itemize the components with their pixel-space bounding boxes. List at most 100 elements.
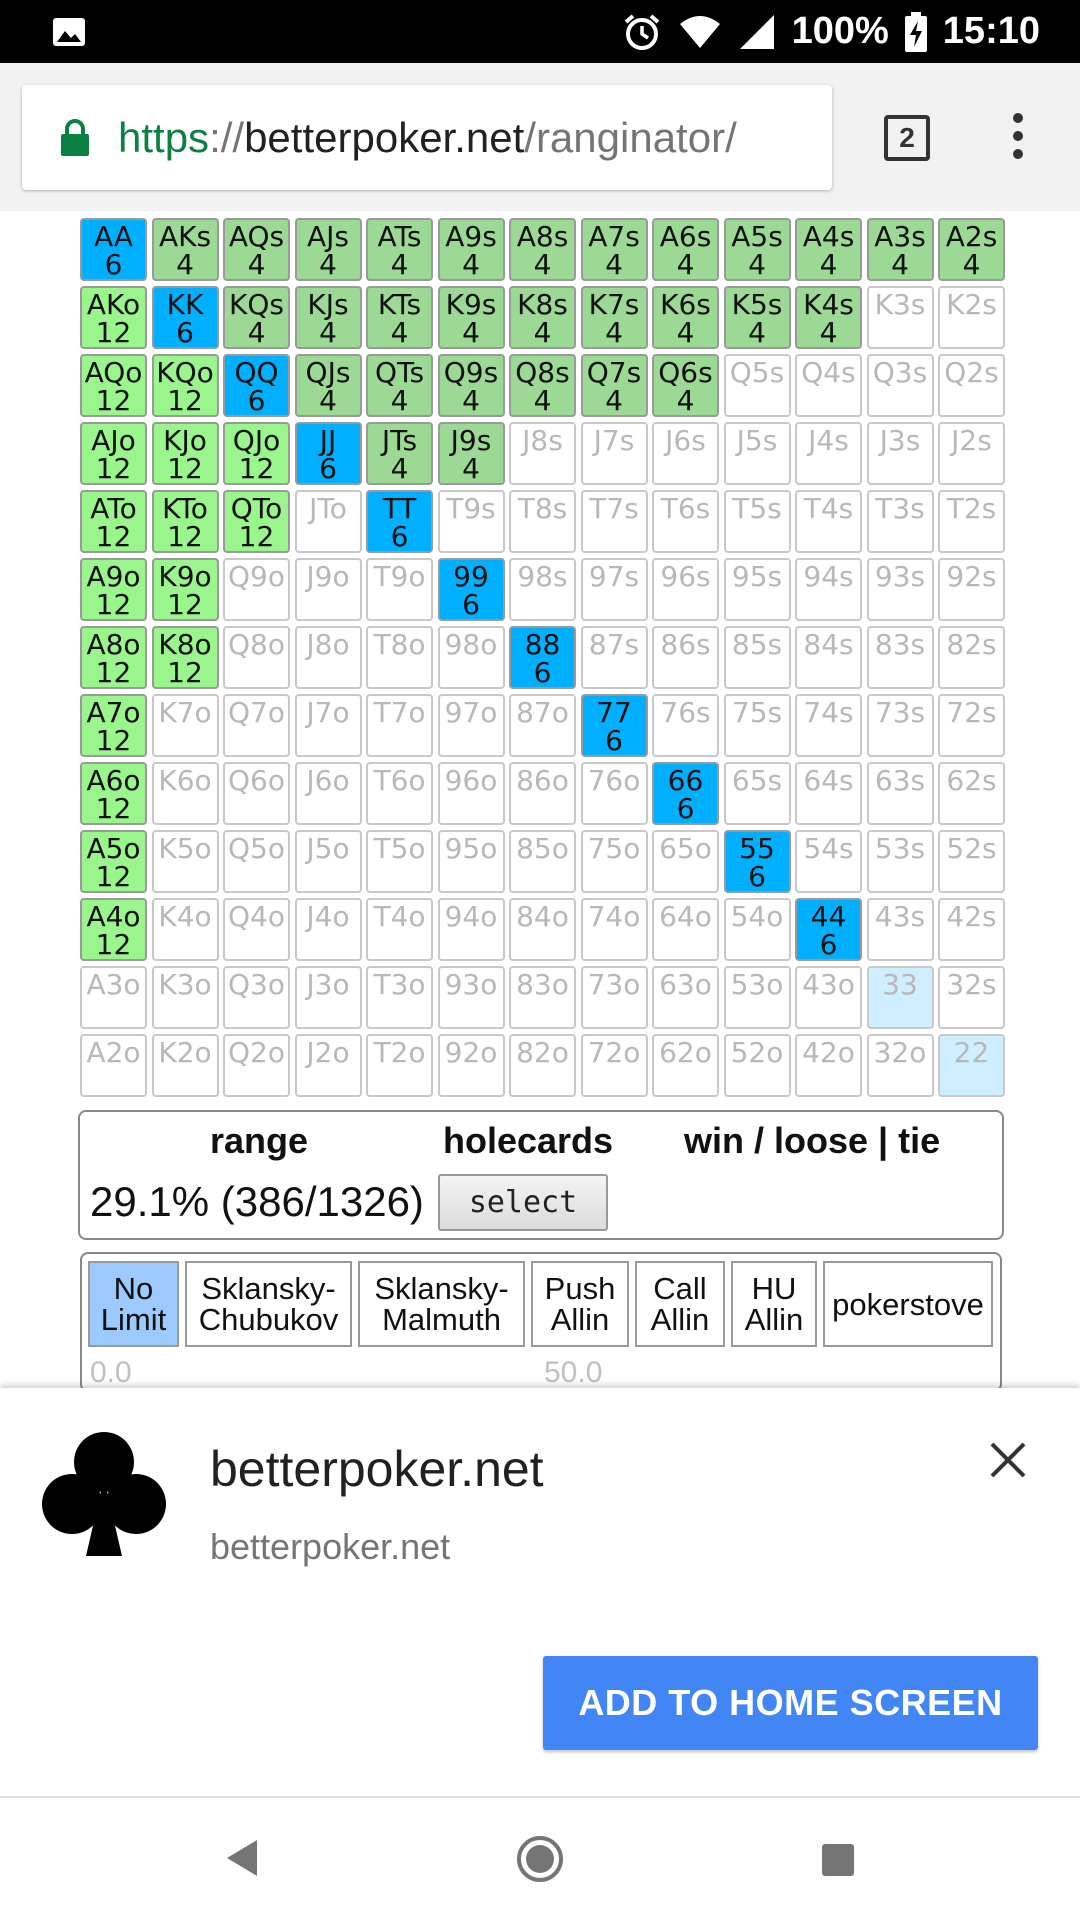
hand-cell-ajs[interactable]: AJs 4 bbox=[294, 218, 362, 281]
hand-cell-73o[interactable]: 73o bbox=[580, 966, 648, 1029]
hand-cell-53o[interactable]: 53o bbox=[723, 966, 791, 1029]
hand-cell-jts[interactable]: JTs 4 bbox=[366, 422, 433, 485]
hand-cell-95s[interactable]: 95s bbox=[723, 558, 791, 621]
hand-cell-k2s[interactable]: K2s bbox=[938, 286, 1005, 349]
hand-cell-t9s[interactable]: T9s bbox=[437, 490, 505, 553]
hand-cell-k8s[interactable]: K8s 4 bbox=[509, 286, 576, 349]
hand-cell-66[interactable]: 66 6 bbox=[652, 762, 719, 825]
mode-call-allin-button[interactable]: Call Allin bbox=[635, 1261, 725, 1347]
hand-cell-84s[interactable]: 84s bbox=[795, 626, 862, 689]
hand-cell-96o[interactable]: 96o bbox=[437, 762, 505, 825]
hand-cell-k4s[interactable]: K4s 4 bbox=[795, 286, 862, 349]
hand-cell-q5s[interactable]: Q5s bbox=[723, 354, 791, 417]
hand-cell-k7s[interactable]: K7s 4 bbox=[580, 286, 648, 349]
hand-cell-a9o[interactable]: A9o 12 bbox=[80, 558, 147, 621]
hand-cell-ato[interactable]: ATo 12 bbox=[80, 490, 147, 553]
hand-cell-42s[interactable]: 42s bbox=[938, 898, 1005, 961]
hand-cell-96s[interactable]: 96s bbox=[652, 558, 719, 621]
tab-switcher-button[interactable]: 2 bbox=[884, 115, 930, 161]
hand-cell-q4o[interactable]: Q4o bbox=[223, 898, 290, 961]
hand-cell-a9s[interactable]: A9s 4 bbox=[437, 218, 505, 281]
hand-cell-q9s[interactable]: Q9s 4 bbox=[437, 354, 505, 417]
hand-cell-52o[interactable]: 52o bbox=[723, 1034, 791, 1097]
hand-cell-q6s[interactable]: Q6s 4 bbox=[652, 354, 719, 417]
hand-cell-k5o[interactable]: K5o bbox=[151, 830, 219, 893]
hand-cell-k2o[interactable]: K2o bbox=[151, 1034, 219, 1097]
hand-cell-76o[interactable]: 76o bbox=[580, 762, 648, 825]
hand-cell-97s[interactable]: 97s bbox=[580, 558, 648, 621]
hand-cell-t3o[interactable]: T3o bbox=[366, 966, 433, 1029]
hand-cell-k9s[interactable]: K9s 4 bbox=[437, 286, 505, 349]
hand-cell-82o[interactable]: 82o bbox=[509, 1034, 576, 1097]
recent-apps-icon[interactable] bbox=[822, 1844, 854, 1876]
hand-cell-94o[interactable]: 94o bbox=[437, 898, 505, 961]
hand-cell-k3s[interactable]: K3s bbox=[866, 286, 934, 349]
hand-cell-62s[interactable]: 62s bbox=[938, 762, 1005, 825]
hand-cell-t5o[interactable]: T5o bbox=[366, 830, 433, 893]
hand-cell-43o[interactable]: 43o bbox=[795, 966, 862, 1029]
hand-cell-j7s[interactable]: J7s bbox=[580, 422, 648, 485]
hand-cell-kk[interactable]: KK 6 bbox=[151, 286, 219, 349]
hand-cell-k4o[interactable]: K4o bbox=[151, 898, 219, 961]
hand-cell-83o[interactable]: 83o bbox=[509, 966, 576, 1029]
hand-cell-j2o[interactable]: J2o bbox=[294, 1034, 362, 1097]
hand-cell-t8o[interactable]: T8o bbox=[366, 626, 433, 689]
hand-cell-ajo[interactable]: AJo 12 bbox=[80, 422, 147, 485]
hand-cell-j4o[interactable]: J4o bbox=[294, 898, 362, 961]
hand-cell-k5s[interactable]: K5s 4 bbox=[723, 286, 791, 349]
hand-cell-q2o[interactable]: Q2o bbox=[223, 1034, 290, 1097]
hand-cell-88[interactable]: 88 6 bbox=[509, 626, 576, 689]
hand-cell-a8s[interactable]: A8s 4 bbox=[509, 218, 576, 281]
hand-cell-qjo[interactable]: QJo 12 bbox=[223, 422, 290, 485]
hand-cell-qto[interactable]: QTo 12 bbox=[223, 490, 290, 553]
hand-cell-a5o[interactable]: A5o 12 bbox=[80, 830, 147, 893]
mode-no-limit-button[interactable]: No Limit bbox=[88, 1261, 179, 1347]
hand-cell-kto[interactable]: KTo 12 bbox=[151, 490, 219, 553]
back-icon[interactable] bbox=[225, 1838, 259, 1878]
hand-cell-98s[interactable]: 98s bbox=[509, 558, 576, 621]
hand-cell-32s[interactable]: 32s bbox=[938, 966, 1005, 1029]
hand-cell-j9o[interactable]: J9o bbox=[294, 558, 362, 621]
hand-cell-94s[interactable]: 94s bbox=[795, 558, 862, 621]
hand-cell-j2s[interactable]: J2s bbox=[938, 422, 1005, 485]
hand-cell-62o[interactable]: 62o bbox=[652, 1034, 719, 1097]
hand-cell-87s[interactable]: 87s bbox=[580, 626, 648, 689]
hand-cell-aks[interactable]: AKs 4 bbox=[151, 218, 219, 281]
hand-cell-j3o[interactable]: J3o bbox=[294, 966, 362, 1029]
hand-cell-q8s[interactable]: Q8s 4 bbox=[509, 354, 576, 417]
hand-cell-t2s[interactable]: T2s bbox=[938, 490, 1005, 553]
hand-cell-kts[interactable]: KTs 4 bbox=[366, 286, 433, 349]
hand-cell-aa[interactable]: AA 6 bbox=[80, 218, 147, 281]
mode-hu-allin-button[interactable]: HU Allin bbox=[731, 1261, 817, 1347]
hand-cell-a4s[interactable]: A4s 4 bbox=[795, 218, 862, 281]
hand-cell-t7s[interactable]: T7s bbox=[580, 490, 648, 553]
hand-cell-97o[interactable]: 97o bbox=[437, 694, 505, 757]
hand-cell-93s[interactable]: 93s bbox=[866, 558, 934, 621]
hand-cell-22[interactable]: 22 bbox=[938, 1034, 1005, 1097]
hand-cell-t4s[interactable]: T4s bbox=[795, 490, 862, 553]
hand-cell-a8o[interactable]: A8o 12 bbox=[80, 626, 147, 689]
hand-cell-k7o[interactable]: K7o bbox=[151, 694, 219, 757]
hand-cell-54s[interactable]: 54s bbox=[795, 830, 862, 893]
hand-cell-98o[interactable]: 98o bbox=[437, 626, 505, 689]
hand-cell-54o[interactable]: 54o bbox=[723, 898, 791, 961]
hand-cell-t6s[interactable]: T6s bbox=[652, 490, 719, 553]
hand-cell-k6o[interactable]: K6o bbox=[151, 762, 219, 825]
hand-cell-63s[interactable]: 63s bbox=[866, 762, 934, 825]
hand-cell-44[interactable]: 44 6 bbox=[795, 898, 862, 961]
hand-cell-92o[interactable]: 92o bbox=[437, 1034, 505, 1097]
hand-cell-82s[interactable]: 82s bbox=[938, 626, 1005, 689]
close-icon[interactable] bbox=[988, 1440, 1028, 1480]
hand-cell-k9o[interactable]: K9o 12 bbox=[151, 558, 219, 621]
hand-cell-t4o[interactable]: T4o bbox=[366, 898, 433, 961]
mode-sklansky-malmuth-button[interactable]: Sklansky- Malmuth bbox=[358, 1261, 525, 1347]
hand-cell-t6o[interactable]: T6o bbox=[366, 762, 433, 825]
hand-cell-ako[interactable]: AKo 12 bbox=[80, 286, 147, 349]
hand-cell-77[interactable]: 77 6 bbox=[580, 694, 648, 757]
hand-cell-q7o[interactable]: Q7o bbox=[223, 694, 290, 757]
hand-cell-a5s[interactable]: A5s 4 bbox=[723, 218, 791, 281]
hand-cell-kqo[interactable]: KQo 12 bbox=[151, 354, 219, 417]
hand-cell-j3s[interactable]: J3s bbox=[866, 422, 934, 485]
hand-cell-t5s[interactable]: T5s bbox=[723, 490, 791, 553]
hand-cell-t3s[interactable]: T3s bbox=[866, 490, 934, 553]
